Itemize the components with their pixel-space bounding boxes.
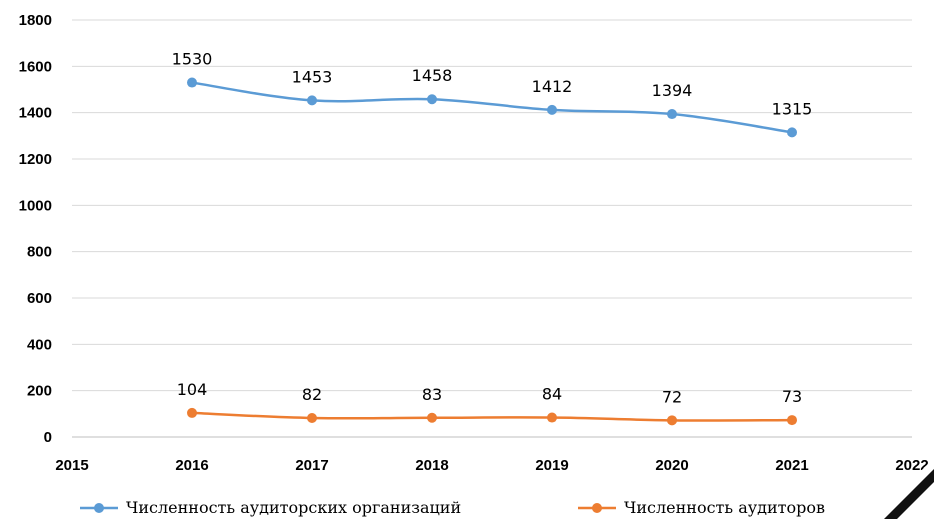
x-tick-label: 2021 <box>775 457 808 474</box>
y-tick-label: 1800 <box>19 12 52 29</box>
legend-item-1: Численность аудиторских организаций <box>80 498 461 517</box>
y-tick-label: 1000 <box>19 197 52 214</box>
data-point <box>427 94 437 105</box>
y-tick-label: 600 <box>27 290 52 307</box>
x-tick-label: 2019 <box>535 457 568 474</box>
data-point <box>787 127 797 138</box>
data-point <box>787 415 797 426</box>
data-label: 1530 <box>172 50 213 69</box>
legend-marker <box>592 503 602 513</box>
y-tick-label: 0 <box>44 429 52 446</box>
series-line <box>191 81 793 134</box>
data-point <box>667 415 677 426</box>
series-1: 1530 1453 1458 1412 1394 1315 <box>172 50 813 138</box>
x-tick-label: 2017 <box>295 457 328 474</box>
x-tick-label: 2020 <box>655 457 688 474</box>
x-tick-label: 2018 <box>415 457 448 474</box>
legend-label: Численность аудиторов <box>624 498 825 517</box>
y-tick-label: 800 <box>27 244 52 261</box>
data-point <box>307 413 317 424</box>
data-point <box>187 77 197 88</box>
data-label: 104 <box>177 380 208 399</box>
data-point <box>667 109 677 120</box>
x-tick-label: 2022 <box>895 457 928 474</box>
legend-label: Численность аудиторских организаций <box>126 498 461 517</box>
x-tick-label: 2016 <box>175 457 208 474</box>
y-tick-label: 400 <box>27 336 52 353</box>
legend-marker <box>94 503 104 513</box>
y-tick-label: 1600 <box>19 58 52 75</box>
data-point <box>547 412 557 423</box>
data-label: 84 <box>542 385 562 404</box>
series-layer: 1530 1453 1458 1412 1394 1315 104 82 83 84 72 73 <box>172 50 813 426</box>
data-label: 82 <box>302 385 322 404</box>
legend-item-2: Численность аудиторов <box>578 498 825 517</box>
y-tick-label: 1200 <box>19 151 52 168</box>
data-point <box>547 104 557 115</box>
data-point <box>187 407 197 418</box>
data-point <box>427 412 437 423</box>
x-axis-ticks: 2015 2016 2017 2018 2019 2020 2021 2022 <box>55 457 928 474</box>
data-point <box>307 95 317 106</box>
data-label: 73 <box>782 387 802 406</box>
y-tick-label: 200 <box>27 383 52 400</box>
legend: Численность аудиторских организаций Числе… <box>80 498 825 517</box>
corner-stripe <box>884 469 934 519</box>
data-label: 72 <box>662 387 682 406</box>
series-2: 104 82 83 84 72 73 <box>177 380 802 426</box>
data-label: 1315 <box>772 99 813 118</box>
data-label: 1453 <box>292 67 333 86</box>
series-line <box>191 411 793 422</box>
y-tick-label: 1400 <box>19 105 52 122</box>
data-label: 1458 <box>412 66 453 85</box>
x-tick-label: 2015 <box>55 457 88 474</box>
data-label: 1412 <box>532 77 573 96</box>
corner-decoration <box>872 458 934 519</box>
y-axis-ticks: 0 200 400 600 800 1000 1200 1400 1600 1800 <box>19 12 52 446</box>
data-label: 1394 <box>652 81 693 100</box>
grid-lines <box>72 19 912 438</box>
data-label: 83 <box>422 385 442 404</box>
